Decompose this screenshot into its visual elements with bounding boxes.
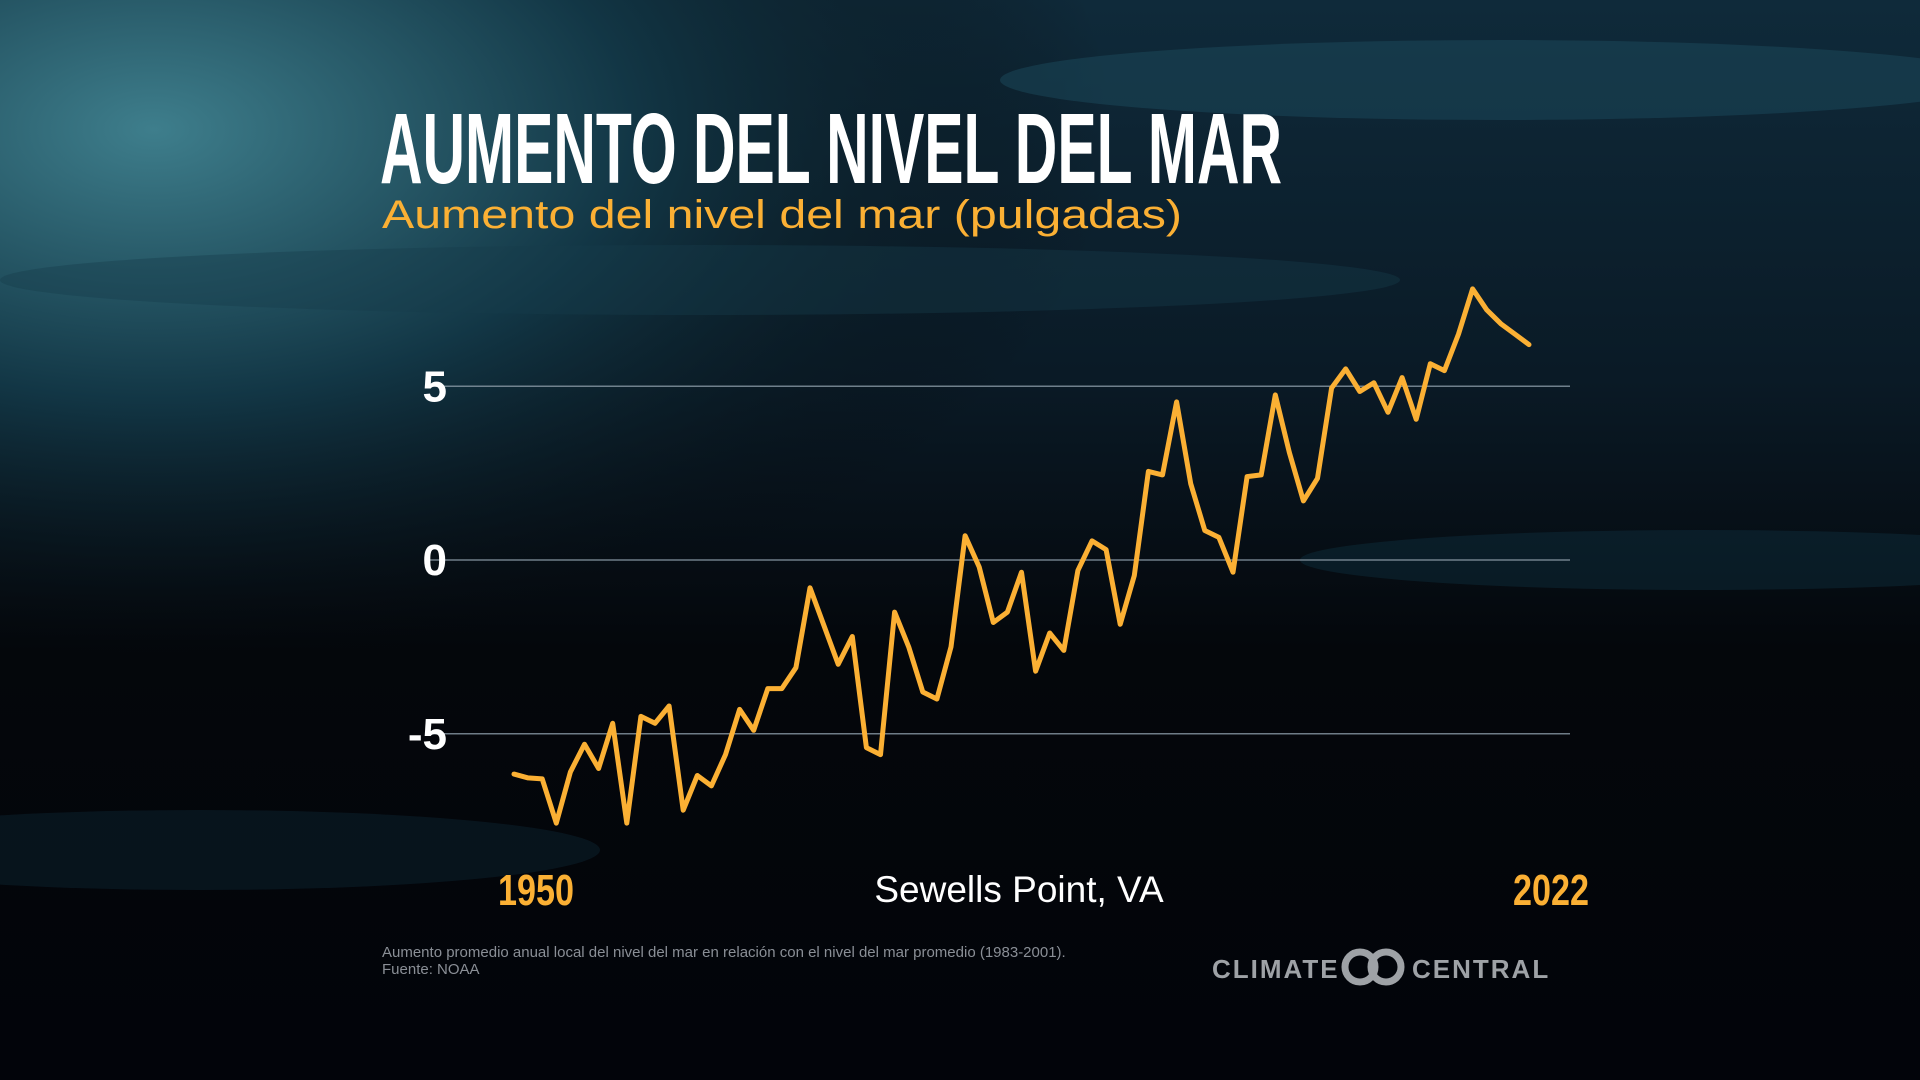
logo-icon: [1341, 948, 1379, 986]
background-streak: [0, 810, 600, 890]
page-title: AUMENTO DEL NIVEL DEL MAR: [380, 93, 1282, 205]
footnote: Fuente: NOAA: [382, 961, 480, 978]
x-axis-label: Sewells Point, VA: [874, 869, 1164, 910]
y-tick-label: -5: [408, 710, 447, 759]
logo-icon: [1367, 948, 1405, 986]
footnote: Aumento promedio anual local del nivel d…: [382, 944, 1066, 961]
y-tick-label: 5: [423, 362, 447, 411]
chart-subtitle: Aumento del nivel del mar (pulgadas): [382, 193, 1182, 237]
logo-text: CENTRAL: [1412, 954, 1550, 984]
background-streak: [1000, 40, 1920, 120]
logo-text: CLIMATE: [1212, 954, 1340, 984]
x-tick-label: 2022: [1513, 866, 1589, 915]
y-tick-label: 0: [423, 536, 447, 585]
x-tick-label: 1950: [498, 866, 574, 915]
data-line: [511, 286, 1532, 826]
background-streak: [0, 245, 1400, 315]
background-streak: [1300, 530, 1920, 590]
